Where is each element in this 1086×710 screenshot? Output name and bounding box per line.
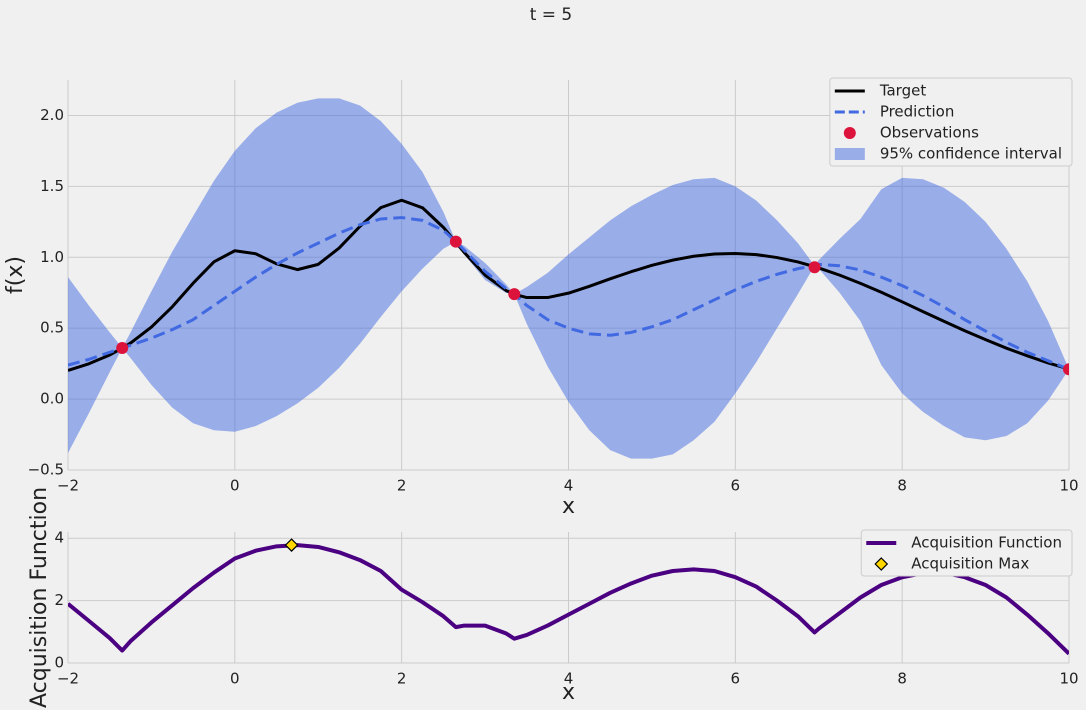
legend-entry: Observations [843,124,979,142]
y-axis-label: Acquisition Function [27,487,52,708]
legend: Acquisition Function Acquisition Max [860,529,1073,577]
y-tick-label: 2 [54,591,64,609]
x-axis-label: x [562,494,575,519]
y-tick-label: 0.0 [40,390,64,408]
marker [116,342,129,355]
confidence-band [68,98,1069,459]
plot-area [68,98,1069,459]
x-tick-label: 4 [564,670,574,688]
legend-label: Acquisition Function [911,534,1062,552]
x-tick-label: 2 [397,670,407,688]
x-tick-label: −2 [57,670,79,688]
legend: Target Prediction Observations 95% confiden… [829,77,1073,167]
legend-label: Acquisition Max [911,555,1029,573]
x-tick-label: 10 [1059,670,1078,688]
y-tick-label: 0.5 [40,319,64,337]
x-tick-label: 2 [397,477,407,495]
legend-box [860,529,1073,577]
marker [1063,363,1069,376]
line [68,216,1069,371]
y-tick-label: 2.0 [40,106,64,124]
legend-entry: Acquisition Function [866,534,1062,552]
marker [808,261,821,274]
suptitle: t = 5 [530,5,573,25]
x-tick-label: −2 [57,477,79,495]
legend-label: Prediction [880,103,955,121]
y-axis-label: f(x) [3,256,28,294]
legend-label: Observations [880,124,979,142]
x-tick-label: 0 [230,670,240,688]
marker [449,235,462,248]
plot-area [68,538,1069,656]
legend-entry: 95% confidence interval [834,145,1062,163]
x-tick-label: 8 [897,670,907,688]
line [68,198,1069,372]
x-tick-label: 0 [230,477,240,495]
y-tick-label: −0.5 [28,461,64,479]
legend-label: 95% confidence interval [880,145,1062,163]
legend-handle [874,557,889,571]
legend-handle [834,148,865,160]
line [68,543,1069,656]
x-tick-label: 6 [731,477,741,495]
marker [508,288,521,301]
legend-label: Target [879,82,927,100]
y-tick-label: 0 [54,654,64,672]
legend-entry: Target [834,82,927,100]
y-tick-label: 4 [54,529,64,547]
legend-entry: Prediction [834,103,955,121]
y-tick-label: 1.5 [40,177,64,195]
legend-entry: Acquisition Max [874,555,1029,573]
x-tick-label: 8 [897,477,907,495]
marker [284,538,299,552]
x-axis-label: x [562,680,575,705]
legend-box [829,77,1073,167]
y-tick-label: 1.0 [40,248,64,266]
x-tick-label: 6 [731,670,741,688]
legend-handle [843,127,856,139]
x-tick-label: 4 [564,477,574,495]
x-tick-label: 10 [1059,477,1078,495]
